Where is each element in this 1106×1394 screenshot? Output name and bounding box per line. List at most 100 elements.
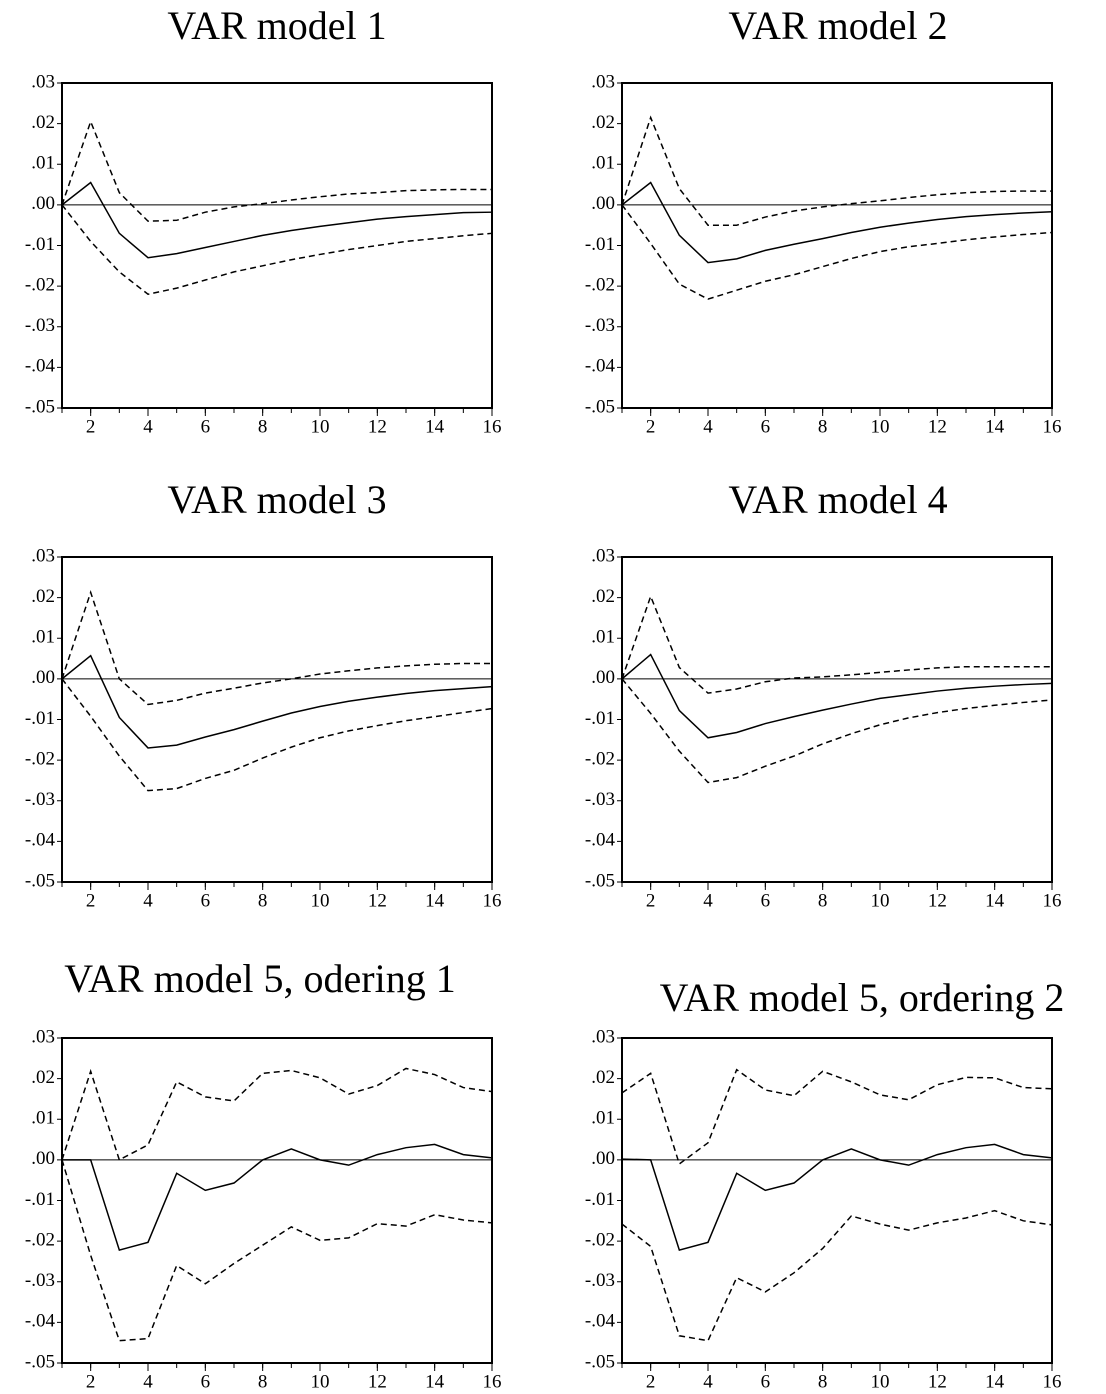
y-tick-label: -.04 <box>25 1311 56 1332</box>
x-tick-label: 12 <box>368 1371 387 1392</box>
y-tick-label: .01 <box>591 153 615 174</box>
band-line <box>61 678 493 792</box>
x-tick-label: 8 <box>258 416 268 437</box>
y-tick-label: -.04 <box>585 830 616 851</box>
x-tick-label: 8 <box>818 1371 828 1392</box>
x-tick-label: 4 <box>143 416 153 437</box>
band-line <box>621 204 1053 300</box>
y-tick-label: .02 <box>31 1067 55 1088</box>
chart-title: VAR model 3 <box>167 477 386 522</box>
y-tick-label: .03 <box>591 71 615 92</box>
response-line <box>61 654 493 749</box>
band-line <box>621 115 1052 226</box>
y-tick-label: .00 <box>31 667 55 688</box>
x-tick-label: 4 <box>703 416 713 437</box>
x-tick-label: 10 <box>871 416 890 437</box>
y-tick-label: -.02 <box>585 274 615 295</box>
y-tick-label: -.05 <box>585 1351 615 1372</box>
x-tick-label: 8 <box>818 890 828 911</box>
x-tick-label: 12 <box>928 1371 947 1392</box>
plot-frame <box>61 556 493 883</box>
response-line <box>62 1143 493 1251</box>
x-tick-label: 14 <box>425 416 445 437</box>
y-tick-label: -.01 <box>25 708 55 729</box>
y-tick-label: -.03 <box>585 315 615 336</box>
x-tick-label: 16 <box>483 416 502 437</box>
x-tick-label: 4 <box>703 1371 713 1392</box>
plot-frame <box>61 82 493 409</box>
y-tick-label: -.05 <box>585 396 615 417</box>
y-tick-label: -.05 <box>585 870 615 891</box>
y-tick-label: -.01 <box>25 1189 55 1210</box>
y-tick-label: .03 <box>591 1026 615 1047</box>
x-tick-label: 12 <box>928 416 947 437</box>
y-tick-label: .01 <box>31 153 55 174</box>
band-line <box>61 119 492 222</box>
response-line <box>621 1143 1053 1251</box>
x-tick-label: 2 <box>646 416 656 437</box>
x-tick-label: 12 <box>368 890 387 911</box>
y-tick-label: -.04 <box>585 1311 616 1332</box>
response-line <box>621 181 1053 264</box>
x-tick-label: 16 <box>483 890 502 911</box>
y-tick-label: .00 <box>31 1148 55 1169</box>
band-line <box>61 1159 493 1342</box>
x-tick-label: 16 <box>483 1371 502 1392</box>
x-tick-label: 6 <box>761 890 771 911</box>
x-tick-label: 6 <box>201 890 211 911</box>
y-tick-label: -.04 <box>585 356 616 377</box>
y-tick-label: -.03 <box>585 789 615 810</box>
y-tick-label: -.02 <box>25 748 55 769</box>
x-tick-label: 12 <box>368 416 387 437</box>
chart-title: VAR model 5, odering 1 <box>64 956 455 1001</box>
y-tick-label: -.03 <box>25 315 55 336</box>
y-tick-label: .02 <box>591 586 615 607</box>
x-tick-label: 2 <box>646 890 656 911</box>
y-tick-label: -.03 <box>25 1270 55 1291</box>
chart-title: VAR model 1 <box>167 3 386 48</box>
y-tick-label: .00 <box>31 193 55 214</box>
y-tick-label: -.05 <box>25 396 55 417</box>
x-tick-label: 10 <box>871 890 890 911</box>
y-tick-label: -.01 <box>25 234 55 255</box>
y-tick-label: .01 <box>591 1108 615 1129</box>
x-tick-label: 16 <box>1043 1371 1062 1392</box>
y-tick-label: -.01 <box>585 234 615 255</box>
x-tick-label: 16 <box>1043 416 1062 437</box>
response-line <box>621 653 1053 739</box>
x-tick-label: 16 <box>1043 890 1062 911</box>
band-line <box>621 1209 1053 1342</box>
y-tick-label: -.05 <box>25 1351 55 1372</box>
x-tick-label: 14 <box>425 1371 445 1392</box>
y-tick-label: -.01 <box>585 708 615 729</box>
x-tick-label: 14 <box>425 890 445 911</box>
x-tick-label: 8 <box>818 416 828 437</box>
x-tick-label: 10 <box>871 1371 890 1392</box>
y-tick-label: -.01 <box>585 1189 615 1210</box>
x-tick-label: 2 <box>86 416 96 437</box>
y-tick-label: .01 <box>31 627 55 648</box>
x-tick-label: 14 <box>985 890 1005 911</box>
x-tick-label: 6 <box>761 1371 771 1392</box>
x-tick-label: 10 <box>311 416 330 437</box>
y-tick-label: .03 <box>31 1026 55 1047</box>
y-tick-label: .00 <box>591 193 615 214</box>
x-tick-label: 10 <box>311 1371 330 1392</box>
chart-title: VAR model 2 <box>728 3 947 48</box>
y-tick-label: -.02 <box>585 748 615 769</box>
x-tick-label: 6 <box>201 1371 211 1392</box>
x-tick-label: 8 <box>258 1371 268 1392</box>
y-tick-label: -.02 <box>25 274 55 295</box>
y-tick-label: .00 <box>591 1148 615 1169</box>
y-tick-label: .02 <box>31 586 55 607</box>
plot-frame <box>621 556 1053 883</box>
plot-frame <box>61 1037 493 1364</box>
plot-frame <box>621 1037 1053 1364</box>
y-tick-label: .02 <box>31 112 55 133</box>
chart-title: VAR model 5, ordering 2 <box>660 975 1065 1020</box>
x-tick-label: 14 <box>985 416 1005 437</box>
y-tick-label: -.02 <box>585 1229 615 1250</box>
x-tick-label: 14 <box>985 1371 1005 1392</box>
x-tick-label: 4 <box>703 890 713 911</box>
